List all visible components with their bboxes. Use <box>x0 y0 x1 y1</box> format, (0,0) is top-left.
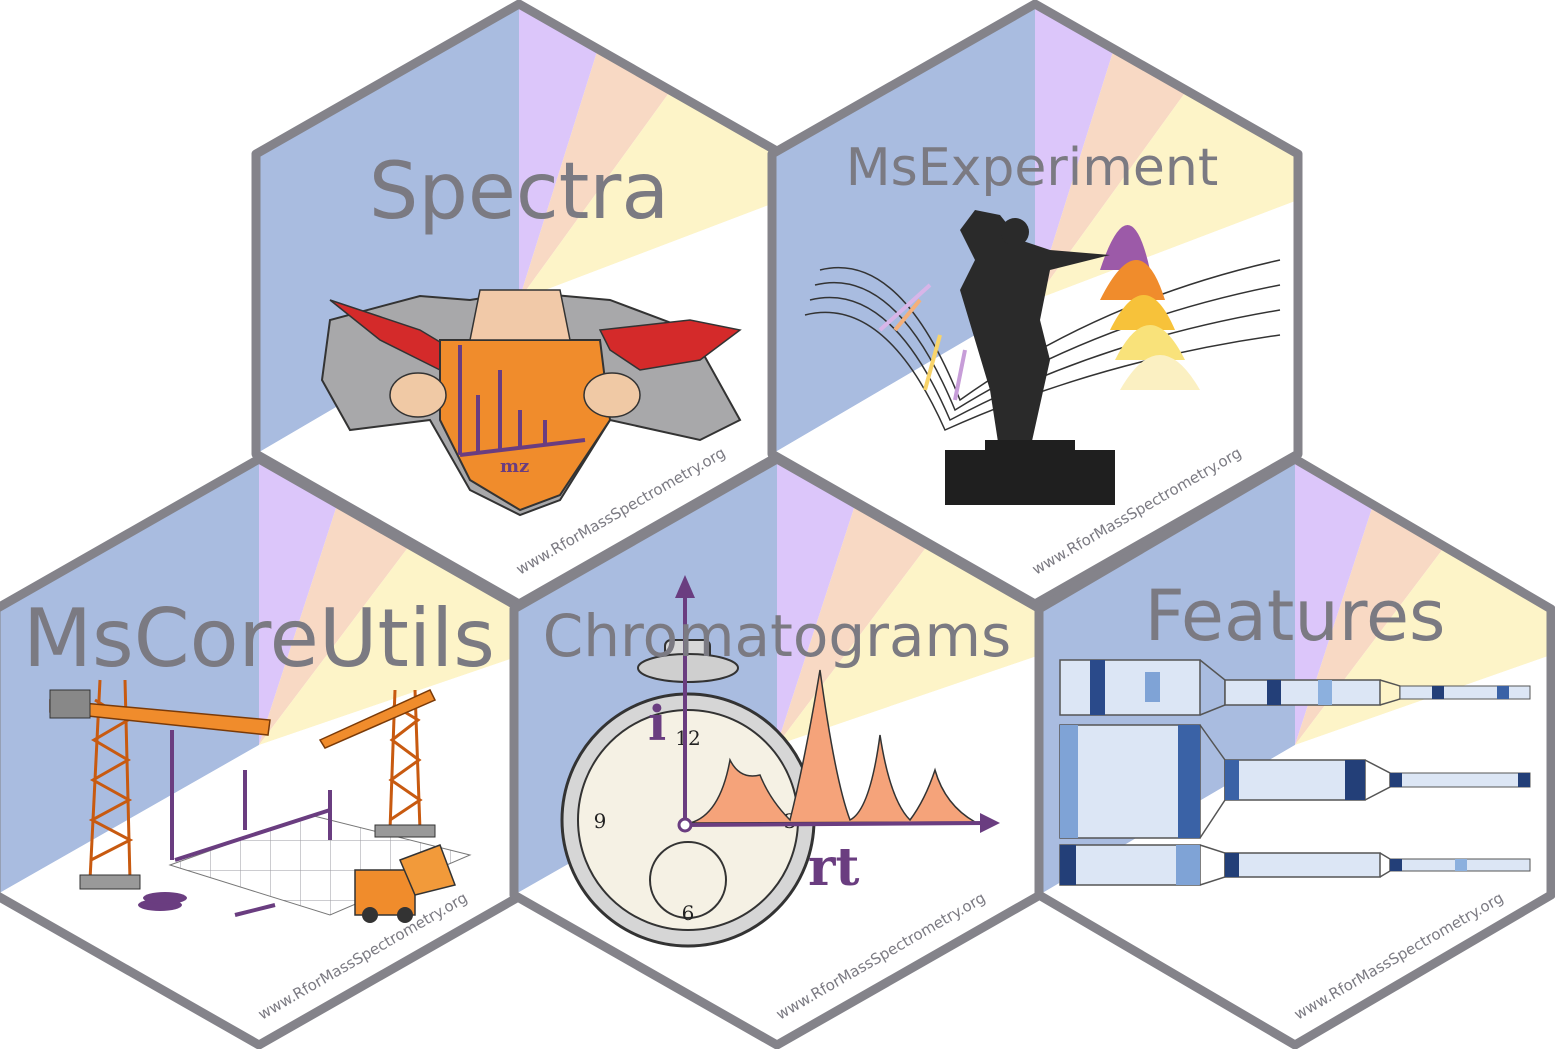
svg-text:12: 12 <box>675 726 700 750</box>
sticker-mscoreutils: MsCoreUtils www.RforMassSpectrometry.org <box>0 454 527 1049</box>
sticker-title-mscoreutils: MsCoreUtils <box>23 592 495 685</box>
sticker-title-msexperiment: MsExperiment <box>846 138 1218 198</box>
sticker-features: Features <box>1034 454 1555 1049</box>
sticker-title-chromatograms: Chromatograms <box>543 602 1012 670</box>
svg-text:9: 9 <box>594 809 607 833</box>
sticker-spectra: Spectra mz www.RforMassSpec <box>251 0 787 609</box>
sticker-title-spectra: Spectra <box>369 147 669 237</box>
spectrum-axis-label: mz <box>500 456 529 477</box>
construction-cranes-icon <box>49 679 472 923</box>
heatmap-matrices-icon <box>1059 659 1531 886</box>
sticker-title-features: Features <box>1145 575 1446 657</box>
retention-time-axis-label: rt <box>808 837 859 898</box>
intensity-axis-label: i <box>648 696 666 752</box>
superhero-shirt-spectrum-icon: mz <box>320 289 742 517</box>
conductor-music-peaks-icon <box>804 210 1281 505</box>
stopwatch-chromatogram-icon: 12 3 6 9 i rt <box>560 575 1000 948</box>
svg-text:6: 6 <box>682 901 695 925</box>
